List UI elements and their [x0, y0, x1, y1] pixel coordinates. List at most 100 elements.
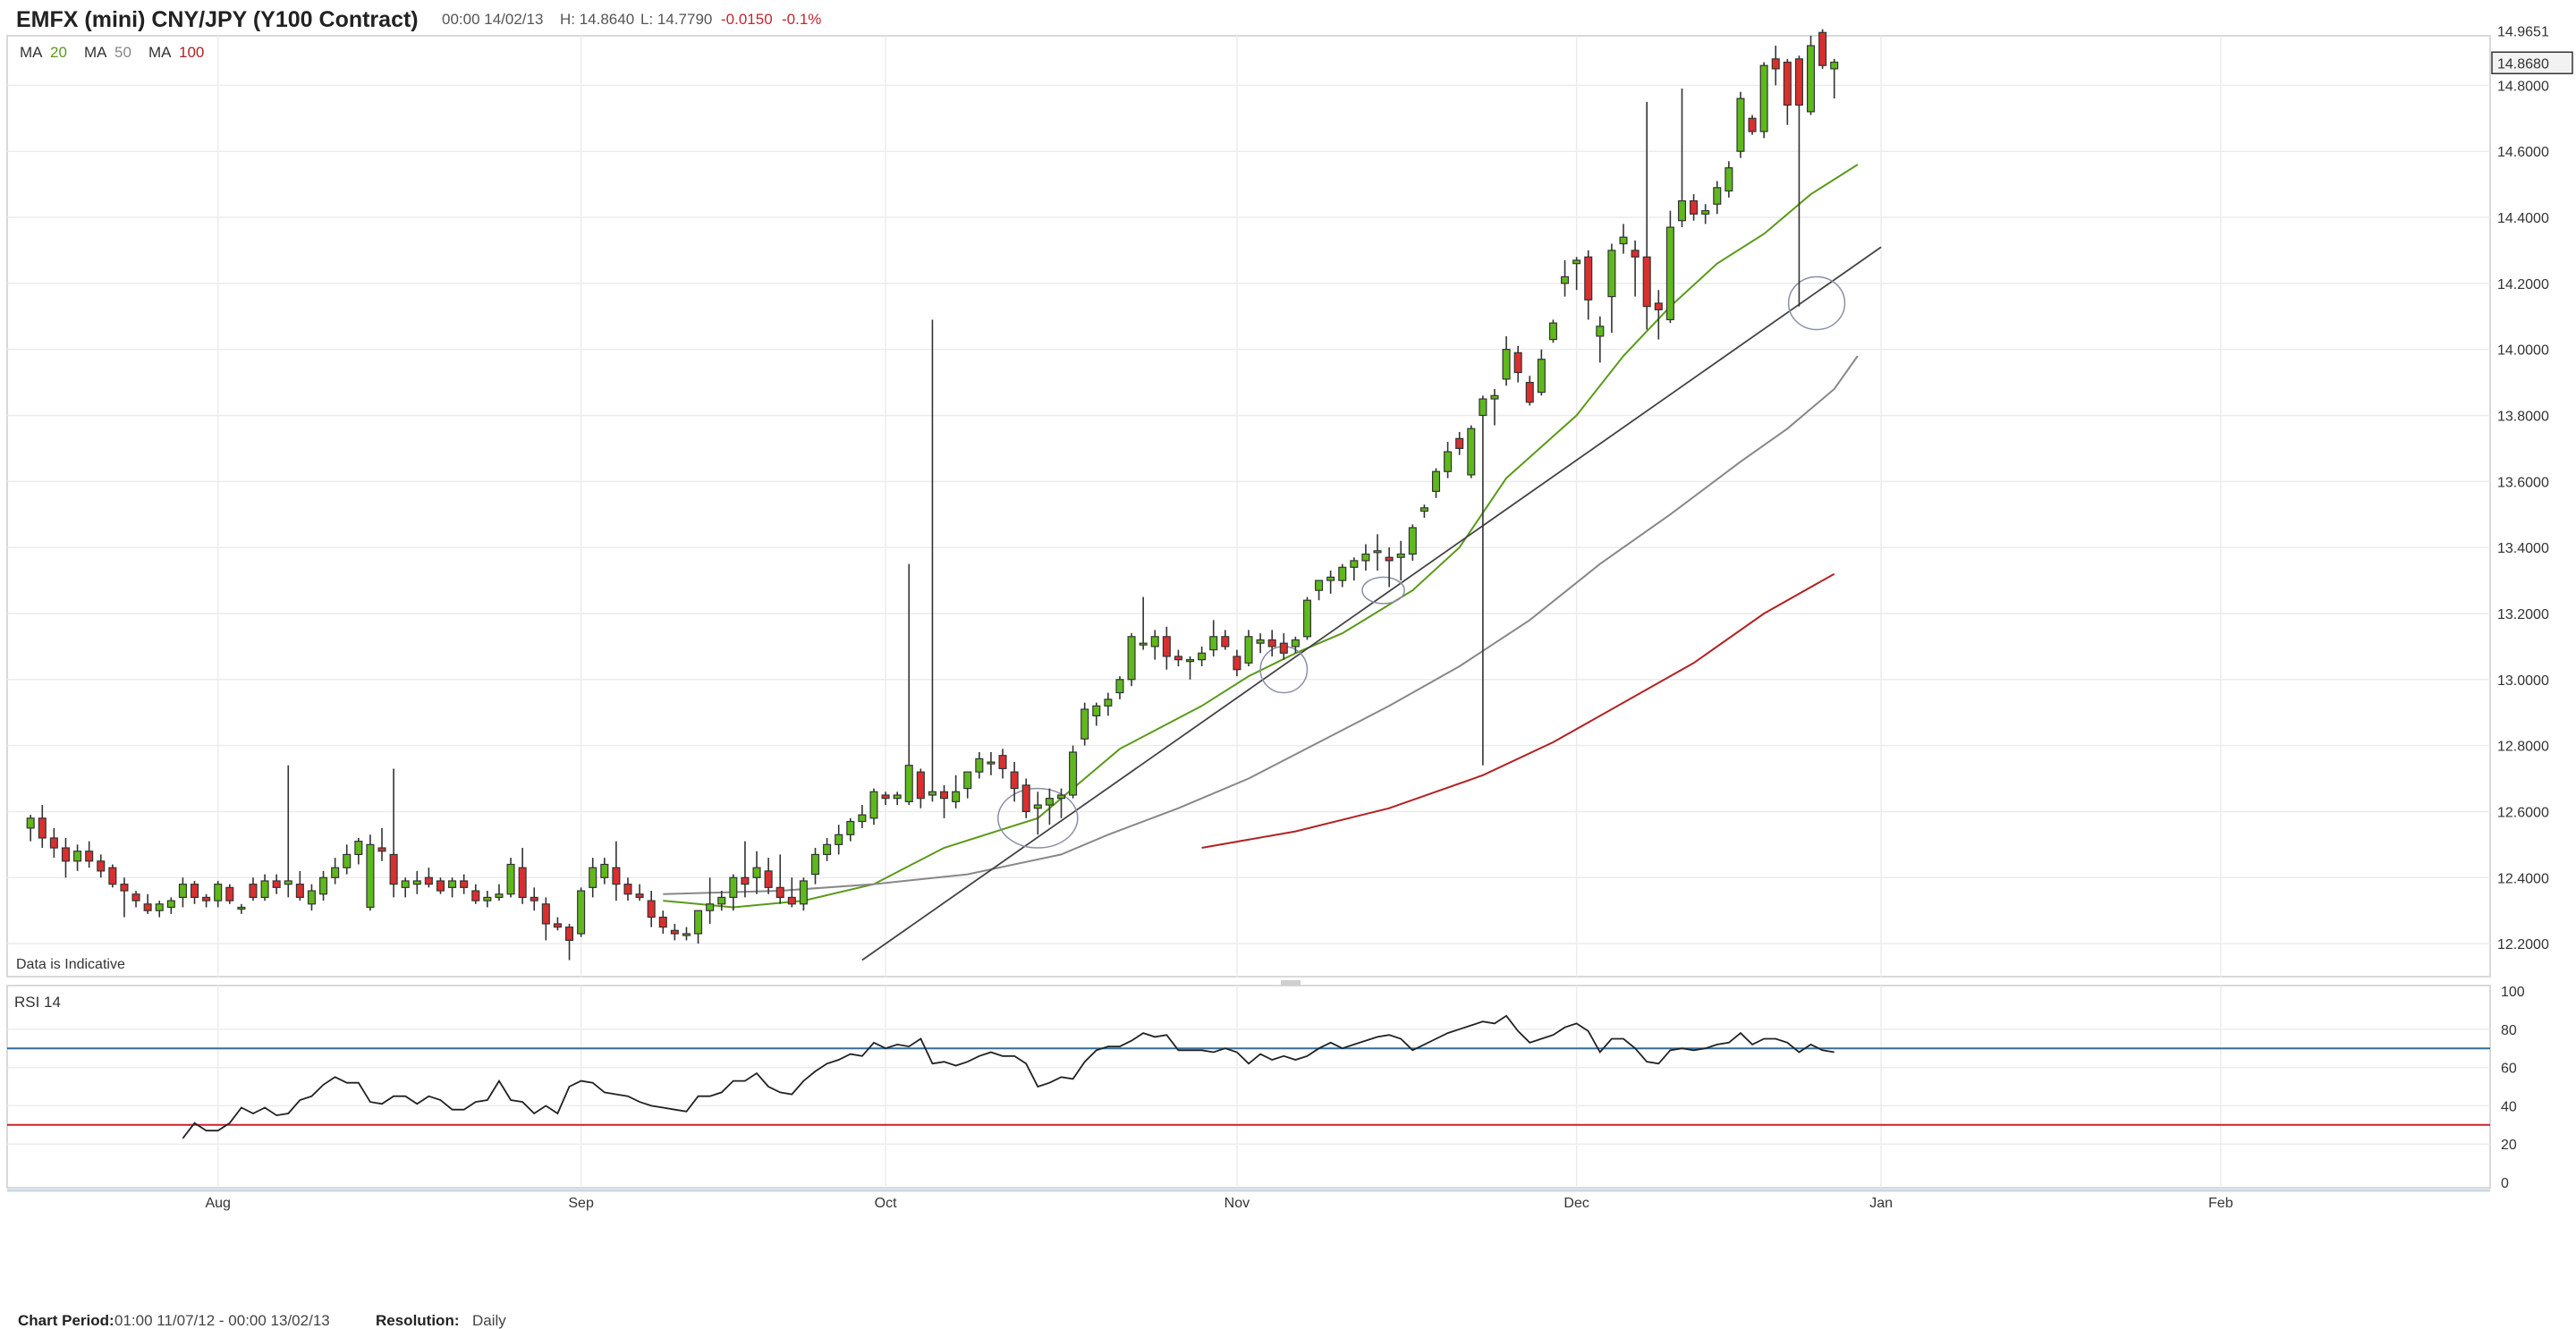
candle	[284, 765, 292, 898]
candle	[541, 897, 550, 941]
high-price-label: 14.9651	[2497, 24, 2549, 39]
candle	[343, 844, 352, 875]
candle-body	[928, 791, 936, 796]
candle-body	[670, 929, 679, 935]
candle	[389, 768, 398, 898]
candle	[1244, 630, 1253, 667]
candle-body	[1010, 771, 1019, 790]
annotation-circle	[997, 787, 1079, 849]
chart-title: EMFX (mini) CNY/JPY (Y100 Contract)	[16, 7, 419, 32]
annotation-circles	[997, 275, 1846, 849]
candle-body	[1185, 659, 1195, 663]
candle	[85, 841, 94, 868]
candle-body	[1198, 652, 1207, 661]
candle-body	[1619, 236, 1628, 245]
candle	[706, 877, 715, 924]
candle	[1596, 316, 1605, 363]
candle-body	[1326, 576, 1335, 581]
candle	[752, 851, 761, 894]
candle	[178, 877, 187, 908]
candle	[1631, 240, 1640, 297]
candle	[1759, 62, 1768, 139]
candle	[1467, 425, 1476, 478]
annotation-circle	[1787, 275, 1846, 331]
candle	[1572, 257, 1581, 291]
candle	[73, 844, 82, 871]
candle	[1162, 626, 1171, 670]
candle-body	[752, 867, 761, 878]
footer-resolution-value: Daily	[472, 1312, 506, 1329]
price-tick-label: 13.4000	[2497, 541, 2549, 556]
candle-body	[249, 884, 258, 899]
candle	[331, 858, 340, 885]
candle-body	[1408, 527, 1417, 555]
candle-body	[506, 863, 515, 895]
candle	[670, 923, 679, 941]
candle	[764, 858, 773, 894]
candle	[916, 768, 925, 808]
candle	[1385, 547, 1394, 588]
price-grid: 12.2000 12.4000 12.6000 12.8000 13.0000 13.20…	[7, 36, 2549, 977]
price-panel-frame	[6, 35, 2491, 978]
ma50-period: 50	[114, 44, 131, 61]
candle	[682, 927, 691, 941]
candle	[835, 825, 843, 855]
rsi-levels	[7, 1047, 2490, 1126]
candle-body	[377, 847, 386, 852]
candle-body	[810, 853, 820, 876]
candle	[1642, 101, 1651, 330]
candle	[787, 877, 796, 908]
candle-body	[1631, 250, 1640, 258]
candle	[1419, 504, 1428, 518]
candle-body	[1748, 117, 1757, 132]
candle-body	[1444, 451, 1453, 472]
candle	[1736, 91, 1745, 158]
candle	[143, 893, 152, 914]
candle-body	[1350, 560, 1359, 568]
candle	[202, 893, 211, 908]
candle-body	[1513, 351, 1522, 374]
candle	[564, 923, 574, 961]
candle	[952, 775, 961, 808]
candle	[553, 917, 562, 931]
candle	[97, 854, 106, 878]
candle-body	[846, 820, 855, 835]
ma20-period: 20	[50, 44, 67, 61]
candle	[1315, 580, 1324, 601]
candle-body	[190, 884, 199, 899]
candle-body	[1291, 639, 1300, 648]
candle-body	[61, 847, 70, 862]
candle	[612, 841, 621, 902]
candle-body	[787, 896, 796, 905]
ma-legend: MA 20 MA 50 MA 100	[20, 44, 204, 61]
candle	[272, 874, 281, 894]
candle-body	[987, 761, 996, 765]
candle	[729, 874, 738, 911]
annotation-circle	[1361, 576, 1405, 605]
x-tick-label: Feb	[2208, 1196, 2233, 1211]
panel-resize-handle[interactable]	[1281, 980, 1301, 986]
candle	[1185, 656, 1195, 680]
candle-body	[963, 771, 972, 790]
rsi-tick-label: 80	[2501, 1023, 2517, 1038]
candle-body	[389, 853, 398, 885]
candle	[998, 749, 1007, 779]
candle-body	[904, 765, 913, 802]
candle-body	[1244, 636, 1253, 664]
candle-body	[237, 906, 246, 910]
candle	[1279, 633, 1288, 660]
candle-body	[858, 814, 867, 823]
candle-body	[225, 886, 234, 902]
candle-body	[178, 884, 187, 899]
candle	[319, 870, 328, 902]
candle	[1748, 114, 1757, 135]
ma20-label: MA	[20, 44, 43, 61]
candle-body	[307, 890, 316, 905]
candle-body	[775, 886, 784, 899]
candle-body	[354, 841, 363, 856]
price-tick-label: 12.6000	[2497, 805, 2549, 820]
candle-body	[741, 876, 750, 885]
candle	[260, 874, 269, 902]
candle	[1490, 388, 1499, 426]
candle	[1548, 319, 1557, 343]
